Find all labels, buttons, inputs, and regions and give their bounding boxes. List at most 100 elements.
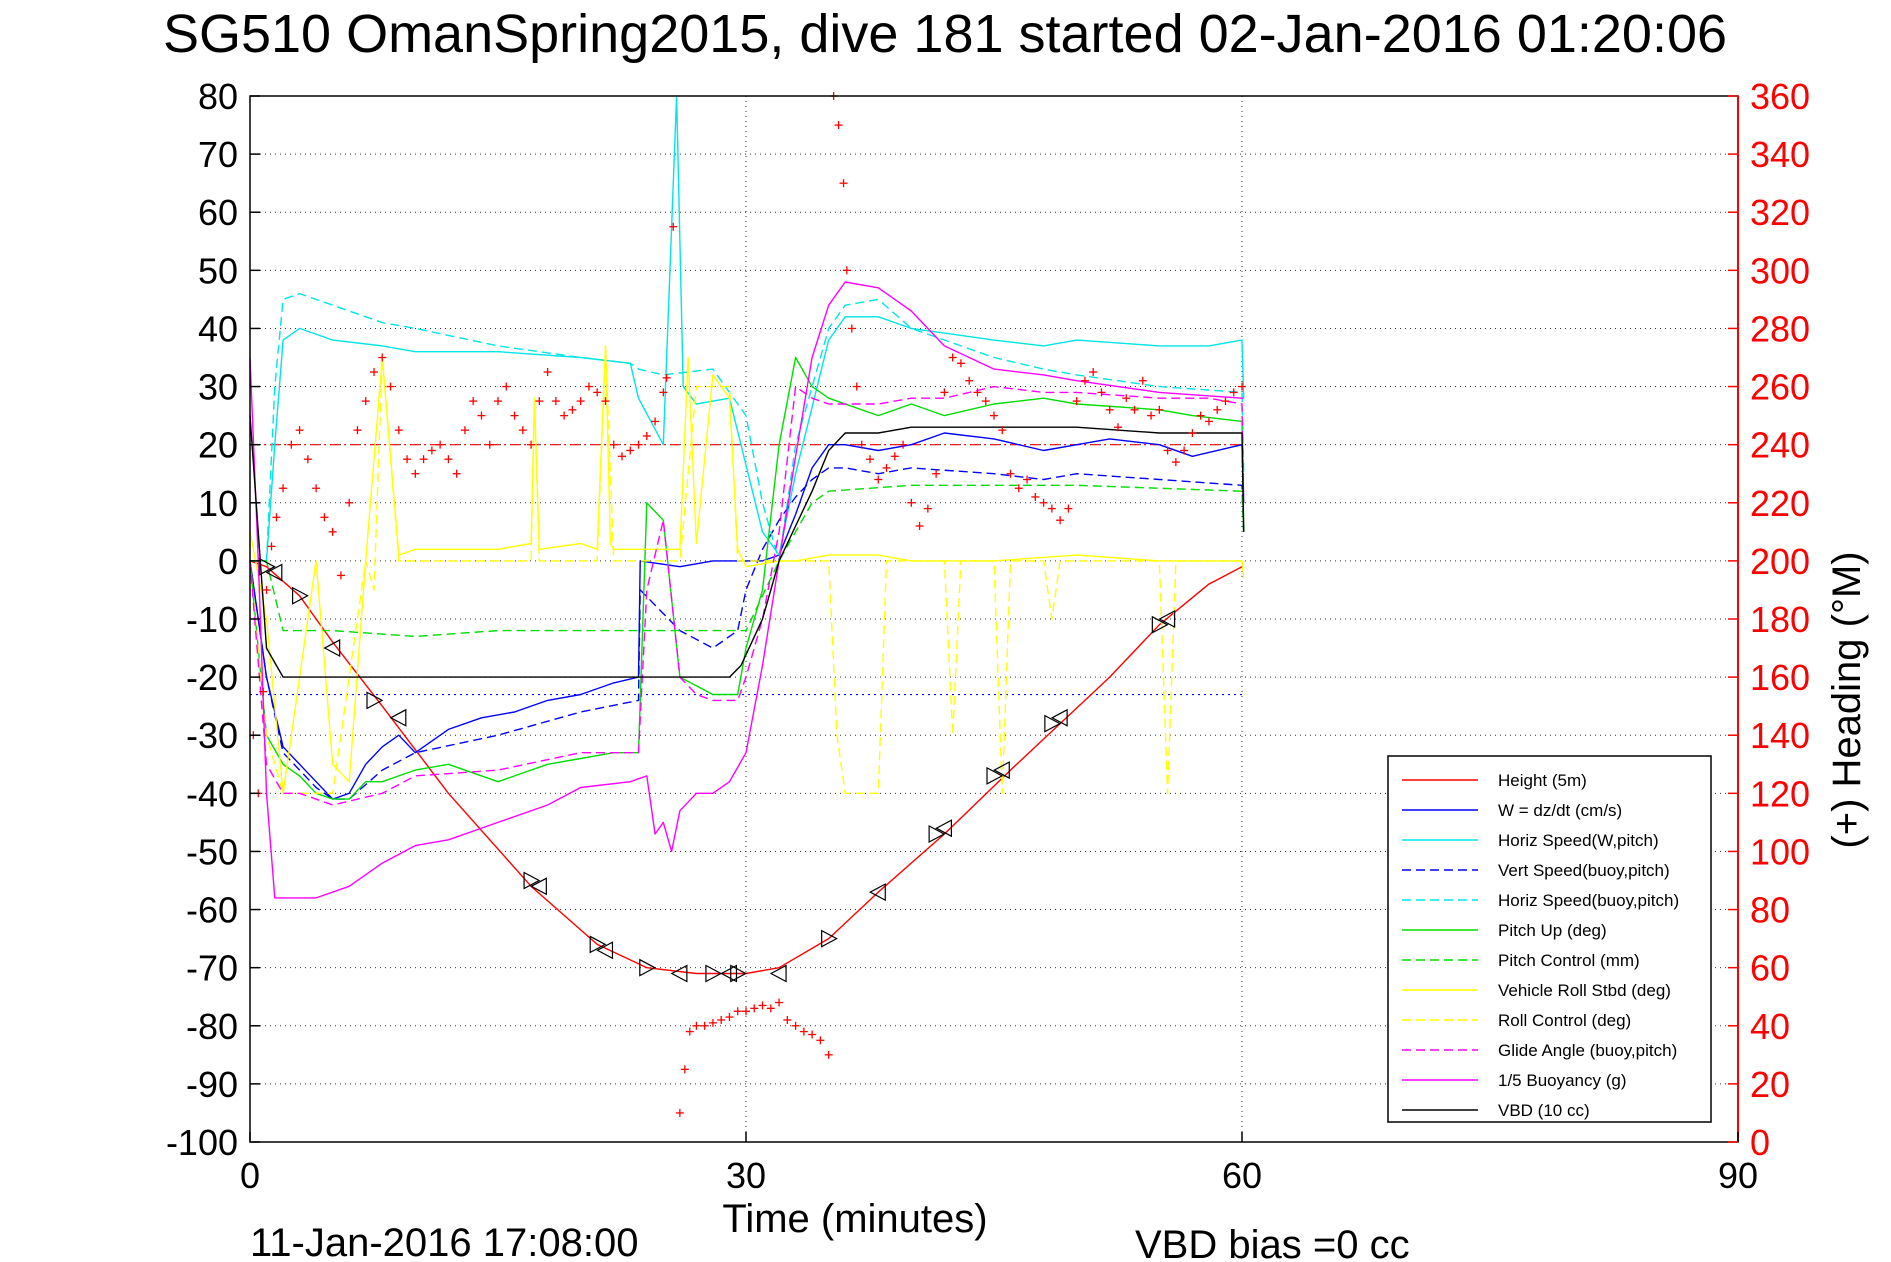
heading-point (1130, 405, 1139, 414)
heading-point (808, 1030, 817, 1039)
legend-label: Pitch Control (mm) (1498, 951, 1640, 970)
triangle-marker (523, 871, 541, 890)
heading-point (791, 1021, 800, 1030)
heading-point (1147, 411, 1156, 420)
triangle-marker (366, 691, 384, 710)
y-tick-label: -90 (186, 1064, 238, 1105)
heading-point (839, 179, 848, 188)
heading-point (742, 1007, 750, 1016)
heading-point (1229, 388, 1238, 397)
heading-point (981, 397, 990, 406)
heading-point (1023, 475, 1032, 484)
heading-point (1097, 388, 1106, 397)
heading-point (842, 266, 851, 275)
heading-point (328, 527, 337, 536)
triangle-marker (292, 586, 309, 605)
legend: Height (5m) W = dz/dt (cm/s) Horiz Speed(W… (1387, 755, 1712, 1123)
legend-label: Vehicle Roll Stbd (deg) (1498, 981, 1671, 1000)
heading-point (510, 411, 519, 420)
legend-item: W = dz/dt (cm/s) (1402, 801, 1622, 820)
y2-tick-label: 100 (1750, 831, 1810, 872)
heading-point (560, 411, 569, 420)
heading-point (320, 513, 329, 522)
heading-point (965, 376, 974, 385)
heading-point (593, 388, 602, 397)
x-tick-label: 0 (240, 1155, 260, 1196)
heading-point (990, 411, 998, 420)
heading-point (899, 440, 908, 449)
y-tick-label: 60 (198, 192, 238, 233)
legend-item: Horiz Speed(W,pitch) (1402, 831, 1659, 850)
y-tick-label: 80 (198, 76, 238, 117)
x-axis-label: Time (minutes) (722, 1197, 987, 1241)
heading-point (626, 446, 635, 455)
heading-point (1163, 446, 1172, 455)
triangle-marker (389, 708, 407, 727)
heading-point (303, 455, 312, 464)
triangle-marker (589, 935, 607, 954)
heading-point (576, 397, 585, 406)
triangle-marker (720, 964, 738, 983)
heading-point (834, 121, 843, 130)
heading-point (494, 397, 502, 406)
heading-point (259, 687, 268, 696)
heading-point (618, 452, 626, 461)
heading-point (336, 571, 345, 580)
heading-point (915, 522, 924, 531)
heading-point (1039, 498, 1048, 507)
heading-point (1089, 368, 1098, 377)
heading-point (775, 998, 784, 1007)
y2-tick-label: 40 (1750, 1006, 1790, 1047)
y-tick-label: -10 (186, 599, 238, 640)
y2-tick-label: 220 (1750, 483, 1810, 524)
y2-tick-label: 80 (1750, 890, 1790, 931)
triangle-marker (868, 883, 886, 902)
y-ticks: 80 70 60 50 40 30 20 10 0 -10 -20 -30 -40 -50 -60 -70 -8… (166, 76, 260, 1163)
triangle-marker (992, 761, 1010, 780)
heading-point (601, 397, 610, 406)
y-tick-label: -70 (186, 948, 238, 989)
triangle-marker (596, 941, 614, 960)
triangle-marker (670, 964, 688, 983)
footer-date: 11-Jan-2016 17:08:00 (250, 1221, 638, 1262)
heading-point (477, 411, 486, 420)
legend-item: Glide Angle (buoy,pitch) (1402, 1041, 1677, 1060)
heading-point (1047, 504, 1056, 513)
heading-point (1064, 504, 1073, 513)
heading-point (882, 463, 891, 472)
heading-point (1114, 423, 1122, 432)
heading-point (733, 1007, 742, 1016)
heading-point (907, 498, 916, 507)
y2-axis-label: (+) Heading (°M) (1825, 551, 1869, 848)
triangle-marker (1151, 615, 1169, 634)
legend-label: W = dz/dt (cm/s) (1498, 801, 1622, 820)
heading-point (1180, 446, 1189, 455)
triangle-marker (639, 958, 657, 977)
heading-point (262, 585, 271, 594)
series-line-horiz-speed-w-pitch (250, 95, 1245, 562)
triangle-marker (530, 877, 547, 896)
y2-tick-label: 160 (1750, 657, 1810, 698)
heading-point (852, 382, 861, 391)
heading-point (295, 426, 304, 435)
heading-point (411, 469, 420, 478)
heading-point (998, 426, 1007, 435)
heading-point (436, 440, 445, 449)
heading-point (1031, 492, 1040, 501)
heading-point (973, 388, 982, 397)
heading-point (609, 440, 618, 449)
series-line-w-dz-dt-cm-s (249, 432, 1245, 800)
heading-point (312, 484, 321, 493)
legend-label: Horiz Speed(buoy,pitch) (1498, 891, 1679, 910)
legend-label: Pitch Up (deg) (1498, 921, 1607, 940)
y2-tick-label: 20 (1750, 1064, 1790, 1105)
heading-point (680, 1065, 689, 1074)
y2-tick-label: 120 (1750, 773, 1810, 814)
legend-item: Height (5m) (1402, 771, 1587, 790)
legend-item: VBD (10 cc) (1402, 1101, 1590, 1120)
heading-point (651, 417, 660, 426)
y-tick-label: 50 (198, 250, 238, 291)
triangle-marker (265, 563, 283, 582)
series-line-roll-control-deg (249, 345, 1242, 794)
